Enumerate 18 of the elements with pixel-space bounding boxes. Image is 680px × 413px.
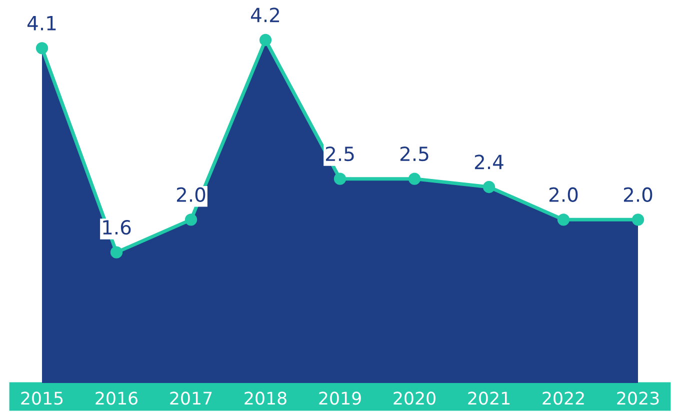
x-tick-label: 2023 (617, 392, 659, 405)
data-label: 2.4 (474, 154, 504, 170)
data-label: 1.6 (103, 220, 131, 235)
x-tick-label: 2020 (394, 392, 436, 405)
x-tick-label: 2017 (170, 392, 212, 405)
x-tick-label: 2021 (468, 392, 510, 405)
data-label: 2.0 (549, 187, 578, 202)
x-tick-label: 2018 (244, 392, 286, 405)
data-label: 4.1 (27, 16, 56, 30)
x-tick-label: 2019 (319, 392, 361, 405)
x-tick-label: 2016 (96, 392, 138, 405)
x-tick-label: 2022 (542, 392, 584, 405)
data-label: 2.0 (624, 187, 652, 202)
data-label: 2.0 (176, 187, 206, 202)
x-tick-label: 2015 (21, 392, 63, 405)
data-label: 4.2 (250, 8, 280, 22)
data-label: 2.5 (400, 146, 428, 162)
data-label: 2.5 (326, 146, 354, 162)
